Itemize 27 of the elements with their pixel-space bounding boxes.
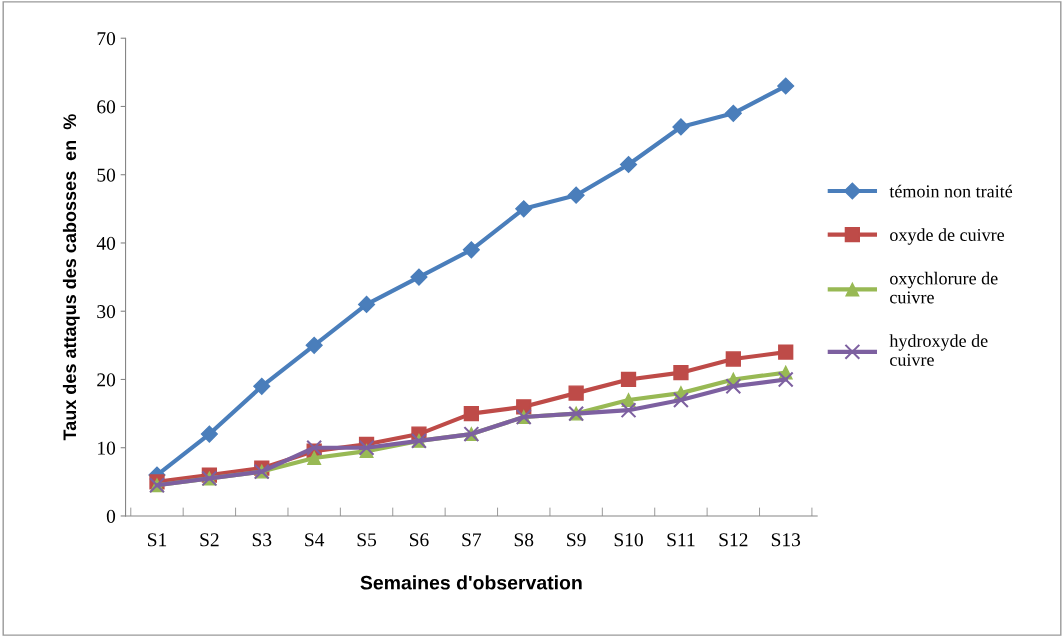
x-tick-label: S11: [667, 533, 695, 547]
y-tick-label: 20: [97, 373, 116, 387]
y-tick-label: 60: [97, 100, 116, 114]
x-tick-label: S9: [567, 533, 586, 547]
y-tick-label: 30: [97, 305, 116, 319]
x-tick-label: S7: [462, 533, 482, 547]
y-tick-label: 0: [106, 509, 116, 523]
x-tick-label: S6: [409, 533, 429, 547]
legend-label: oxychlorure de cuivre: [890, 271, 998, 304]
legend-label: hydroxyde de cuivre: [889, 334, 988, 366]
x-tick-label: S1: [148, 533, 167, 547]
x-tick-label: S3: [252, 533, 272, 547]
legend-label: témoin non traité: [889, 184, 1013, 198]
x-tick-label: S8: [514, 533, 534, 547]
x-tick-label: S2: [200, 533, 219, 547]
x-tick-label: S4: [305, 533, 325, 547]
x-tick-label: S12: [719, 533, 748, 547]
x-tick-label: S10: [614, 533, 643, 547]
x-tick-label: S5: [357, 533, 377, 547]
y-tick-label: 10: [98, 441, 116, 455]
x-tick-label: S13: [771, 533, 801, 547]
legend-label: oxyde de cuivre: [890, 228, 1005, 245]
x-axis-title: Semaines d'observation: [360, 575, 582, 590]
y-tick-label: 70: [97, 32, 116, 46]
y-tick-label: 50: [97, 168, 116, 182]
y-tick-label: 40: [96, 236, 116, 250]
y-axis-title: Taux des attaqus des cabosses en %: [62, 114, 80, 441]
